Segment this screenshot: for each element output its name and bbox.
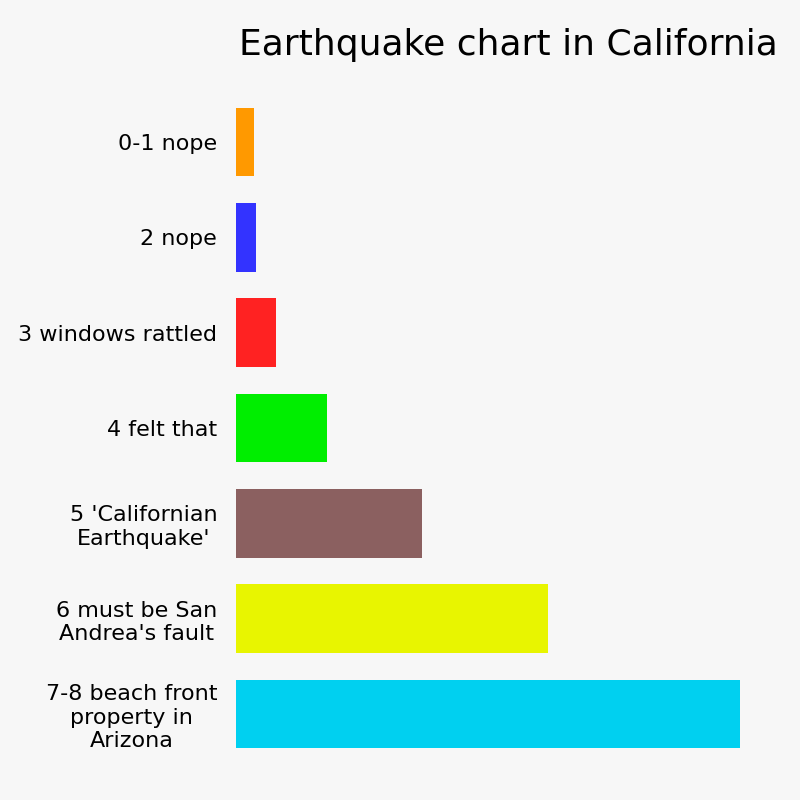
Bar bbox=[236, 680, 740, 748]
Bar bbox=[236, 489, 422, 558]
Bar bbox=[236, 584, 548, 653]
Bar bbox=[236, 298, 276, 367]
Bar bbox=[236, 203, 256, 272]
Bar bbox=[236, 108, 254, 176]
Bar bbox=[236, 394, 326, 462]
Title: Earthquake chart in California: Earthquake chart in California bbox=[238, 28, 778, 62]
